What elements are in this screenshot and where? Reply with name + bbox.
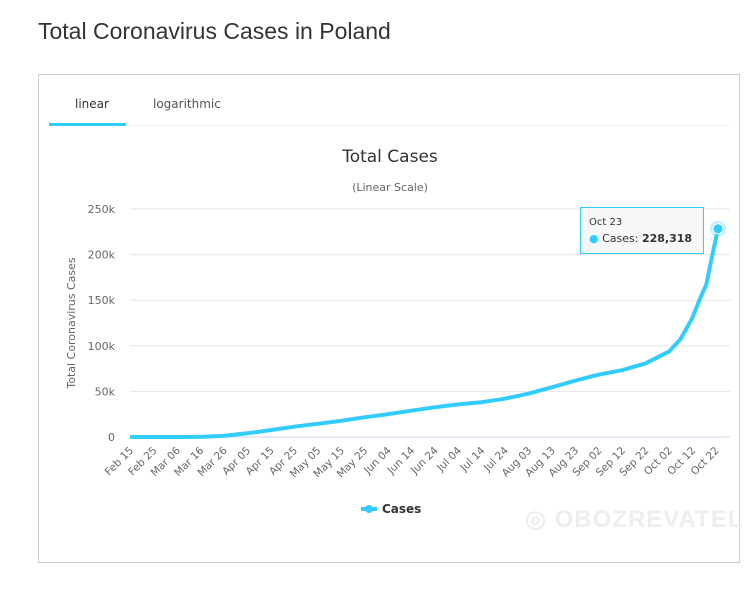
tooltip-date: Oct 23 — [589, 217, 623, 228]
tooltip-dot-icon: ● — [589, 232, 599, 245]
y-tick-label: 100k — [88, 340, 116, 353]
tooltip: Oct 23 ● Cases: 228,318 — [580, 207, 704, 254]
y-tick-label: 250k — [88, 203, 116, 216]
chart-title: Total Cases — [341, 147, 438, 167]
y-tick-label: 50k — [95, 385, 116, 398]
tooltip-value: 228,318 — [641, 232, 693, 245]
series-line-cases — [130, 228, 720, 439]
y-tick-label: 150k — [88, 294, 116, 307]
chart-panel: linear logarithmic — [38, 74, 740, 563]
scale-tabs: linear logarithmic — [49, 75, 729, 126]
chart-subtitle: (Linear Scale) — [352, 181, 428, 194]
legend-label-cases: Cases — [382, 502, 421, 516]
tab-linear[interactable]: linear — [75, 97, 109, 111]
y-axis-label: Total Coronavirus Cases — [65, 257, 78, 390]
tooltip-series: Cases — [602, 232, 635, 245]
active-tab-indicator — [49, 123, 126, 126]
legend-marker-cases — [365, 505, 373, 513]
x-tick-label: Jul 14 — [458, 444, 488, 474]
tab-logarithmic[interactable]: logarithmic — [153, 97, 221, 111]
page-title: Total Coronavirus Cases in Poland — [38, 18, 391, 44]
y-tick-label: 0 — [108, 431, 115, 444]
x-tick-label: Jul 04 — [434, 444, 464, 474]
y-tick-label: 200k — [88, 249, 116, 262]
watermark-logo: ◎ OBOZREVATEL — [525, 506, 744, 533]
data-point-highlight — [712, 223, 724, 235]
